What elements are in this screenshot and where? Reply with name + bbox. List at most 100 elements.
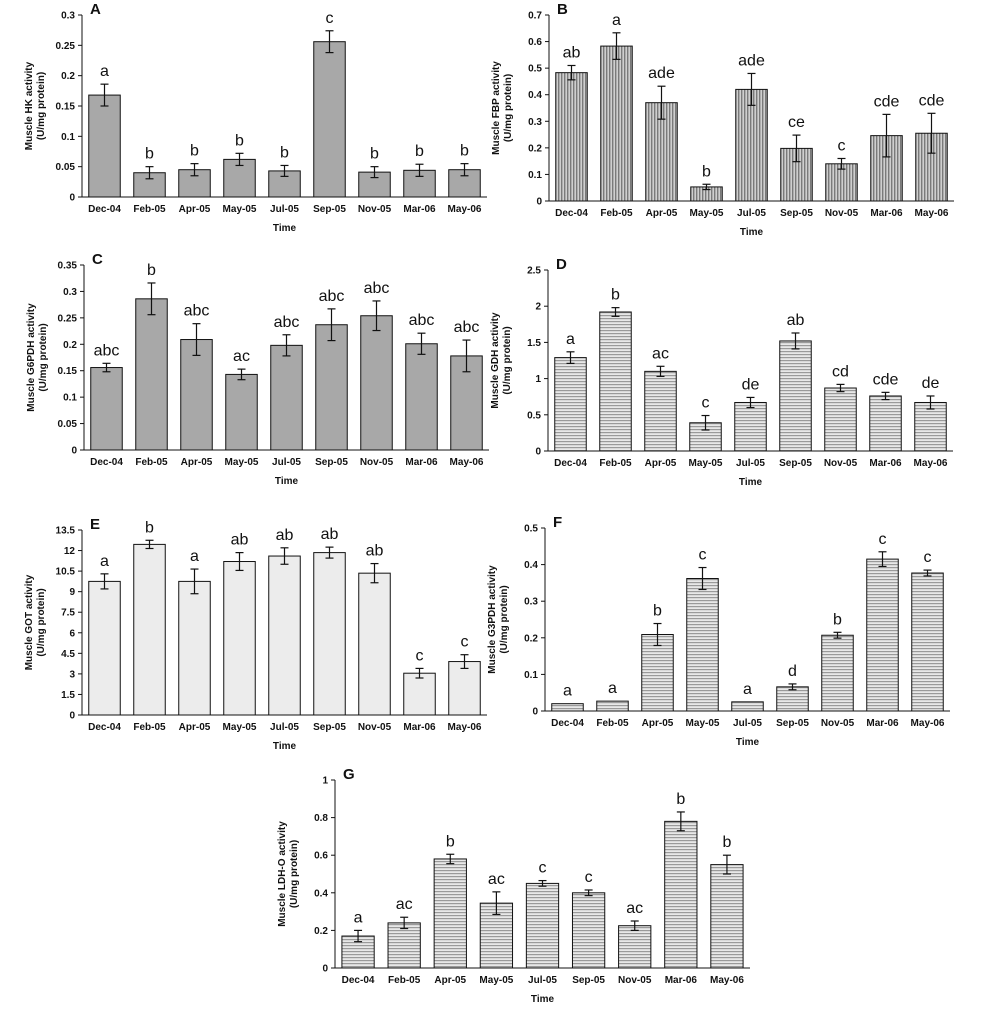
panel-letter: G [343, 766, 355, 783]
significance-letter: b [147, 262, 156, 279]
significance-letter: de [742, 376, 760, 393]
significance-letter: a [566, 331, 575, 348]
bar [824, 387, 857, 452]
significance-letter: abc [409, 312, 435, 329]
bar [914, 401, 947, 452]
x-tick-label: Jul-05 [737, 208, 766, 219]
panel-a: A 0 0.05 0.1 0.15 0.2 0.25 0.3 a Dec-04 b Feb-05 b Ap… [24, 1, 487, 234]
significance-letter: cde [873, 371, 899, 388]
significance-letter: abc [94, 342, 120, 359]
bar [734, 401, 767, 452]
x-tick-label: May-05 [686, 718, 720, 729]
significance-letter: abc [274, 314, 300, 331]
panel-c: C 0 0.05 0.1 0.15 0.2 0.25 0.3 0.35 abc Dec-04 b Feb… [26, 251, 489, 487]
panel-g: G 0 0.2 0.4 0.6 0.8 1 a Dec-04 ac Feb-05 b Apr-05 ac M… [277, 766, 750, 1005]
bar [571, 892, 606, 969]
panel-b: B 0 0.1 0.2 0.3 0.4 0.5 0.6 0.7 ab Dec-04 a Feb-05 ad… [491, 1, 954, 238]
significance-letter: b [833, 611, 842, 628]
y-tick-label: 0.1 [524, 670, 538, 681]
y-tick-label: 0.05 [58, 419, 78, 430]
significance-letter: b [145, 146, 154, 163]
significance-letter: a [100, 553, 109, 570]
y-tick-label: 0.2 [524, 633, 538, 644]
x-tick-label: Nov-05 [821, 718, 855, 729]
significance-letter: ac [396, 896, 413, 913]
y-tick-label: 0.35 [58, 261, 78, 272]
bar [387, 922, 421, 969]
y-tick-label: 0 [532, 707, 538, 718]
y-tick-label: 0.15 [56, 102, 76, 113]
bar [223, 561, 256, 716]
y-tick-label: 0.2 [63, 340, 77, 351]
bar [821, 634, 854, 712]
x-tick-label: Jul-05 [272, 457, 301, 468]
bar [641, 634, 674, 712]
x-tick-label: Dec-04 [88, 722, 121, 733]
bar [869, 395, 902, 452]
x-tick-label: May-05 [225, 457, 259, 468]
y-tick-label: 0 [69, 711, 75, 722]
y-tick-label: 0.5 [527, 410, 541, 421]
x-tick-label: Jul-05 [270, 722, 299, 733]
x-tick-label: Dec-04 [551, 718, 584, 729]
x-tick-label: Dec-04 [554, 458, 587, 469]
x-tick-label: Apr-05 [642, 718, 674, 729]
x-tick-label: Mar-06 [870, 208, 903, 219]
significance-letter: b [280, 144, 289, 161]
significance-letter: b [446, 833, 455, 850]
y-tick-label: 3 [69, 669, 75, 680]
bar [599, 311, 632, 452]
x-tick-label: May-06 [448, 204, 482, 215]
significance-letter: c [879, 531, 887, 548]
y-tick-label: 0.3 [61, 11, 75, 22]
significance-letter: de [922, 375, 940, 392]
bar [710, 864, 744, 969]
y-tick-label: 0 [71, 446, 77, 457]
y-tick-label: 0.2 [528, 143, 542, 154]
significance-letter: d [788, 663, 797, 680]
significance-letter: abc [364, 280, 390, 297]
y-tick-label: 0.3 [528, 117, 542, 128]
bar [554, 357, 587, 452]
x-tick-label: Jul-05 [733, 718, 762, 729]
x-tick-label: May-06 [448, 722, 482, 733]
bar [555, 72, 588, 202]
y-tick-label: 0.8 [314, 813, 328, 824]
significance-letter: b [370, 146, 379, 163]
y-tick-label: 4.5 [61, 649, 75, 660]
bar [88, 94, 121, 198]
significance-letter: cde [874, 93, 900, 110]
y-tick-label: 1.5 [61, 690, 75, 701]
x-tick-label: Feb-05 [600, 208, 633, 219]
x-tick-label: Dec-04 [90, 457, 123, 468]
y-tick-label: 0.7 [528, 11, 542, 22]
panel-letter: C [92, 251, 103, 268]
x-tick-label: Nov-05 [360, 457, 394, 468]
significance-letter: ce [788, 114, 805, 131]
y-tick-label: 9 [69, 587, 75, 598]
y-axis-title: Muscle LDH-O activity(U/mg protein) [277, 821, 300, 927]
bar [596, 700, 629, 712]
y-tick-label: 0.1 [528, 170, 542, 181]
x-tick-label: May-06 [914, 458, 948, 469]
y-tick-label: 7.5 [61, 608, 75, 619]
significance-letter: b [722, 834, 731, 851]
y-tick-label: 0.05 [56, 162, 76, 173]
bar [448, 661, 481, 716]
y-tick-label: 0.15 [58, 366, 78, 377]
x-tick-label: Mar-06 [403, 722, 436, 733]
bar [866, 558, 899, 712]
significance-letter: a [100, 63, 109, 80]
significance-letter: c [416, 647, 424, 664]
y-axis-title: Muscle G6PDH activity(U/mg protein) [26, 303, 49, 412]
x-axis-title: Time [273, 223, 297, 234]
bar [525, 882, 560, 969]
y-axis-title: Muscle FBP activity(U/mg protein) [491, 61, 514, 155]
x-tick-label: Feb-05 [388, 975, 421, 986]
significance-letter: c [702, 395, 710, 412]
bar [315, 324, 348, 451]
panel-letter: B [557, 1, 568, 18]
y-tick-label: 10.5 [56, 567, 76, 578]
